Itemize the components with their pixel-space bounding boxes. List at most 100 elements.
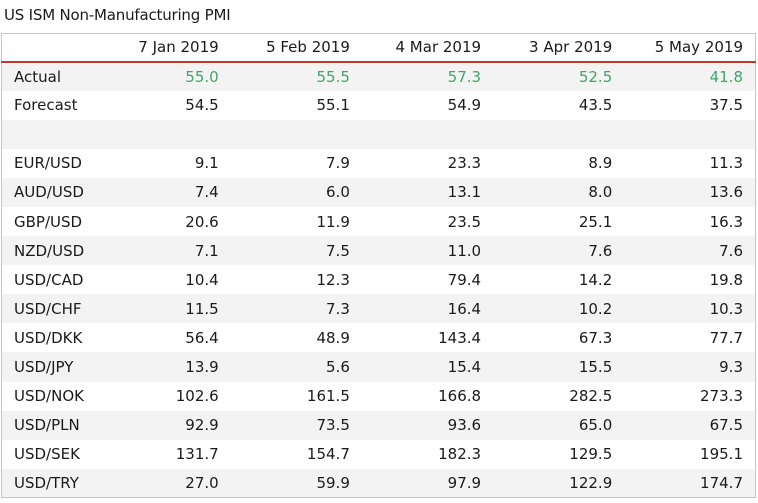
- table-cell: 7.1: [194, 241, 219, 260]
- row-label: NZD/USD: [14, 241, 85, 260]
- table-cell: 7.4: [194, 183, 219, 202]
- table-row: USD/CAD 10.4 12.3 79.4 14.2 19.8: [1, 265, 756, 295]
- column-header: 4 Mar 2019: [361, 33, 494, 63]
- table-cell: [624, 120, 755, 149]
- table-cell: 161.5: [306, 387, 350, 406]
- table-cell: 55.0: [185, 67, 219, 86]
- table-cell: 13.9: [185, 357, 219, 376]
- table-cell: 7.9: [326, 154, 350, 173]
- table-row: USD/CHF 11.5 7.3 16.4 10.2 10.3: [1, 294, 756, 324]
- table-cell: 43.5: [578, 96, 613, 115]
- table-cell: 9.1: [194, 154, 219, 173]
- table-cell: 79.4: [447, 270, 482, 289]
- row-label: AUD/USD: [14, 183, 84, 202]
- table-cell: [493, 120, 624, 149]
- table-row: USD/PLN 92.9 73.5 93.6 65.0 67.5: [1, 410, 756, 440]
- table-cell: 12.3: [316, 270, 350, 289]
- table-cell: 9.3: [719, 357, 743, 376]
- table-cell: 27.0: [185, 474, 219, 493]
- table-cell: 7.6: [719, 241, 743, 260]
- pmi-table: 7 Jan 2019 5 Feb 2019 4 Mar 2019 3 Apr 2…: [1, 33, 756, 499]
- table-cell: 143.4: [438, 328, 482, 347]
- table-cell: 273.3: [700, 387, 743, 406]
- table-cell: 67.5: [709, 416, 743, 435]
- table-cell: 13.6: [709, 183, 743, 202]
- table-cell: 92.9: [185, 416, 219, 435]
- table-row: GBP/USD 20.6 11.9 23.5 25.1 16.3: [1, 206, 756, 237]
- table-cell: 11.3: [709, 154, 743, 173]
- table-row: USD/DKK 56.4 48.9 143.4 67.3 77.7: [1, 323, 756, 353]
- table-cell: 97.9: [447, 474, 482, 493]
- table-cell: 154.7: [306, 445, 350, 464]
- table-cell: 48.9: [316, 328, 350, 347]
- table-cell: 10.3: [709, 299, 743, 318]
- table-cell: 55.1: [316, 96, 350, 115]
- table-cell: 67.3: [578, 328, 613, 347]
- table-row: AUD/USD 7.4 6.0 13.1 8.0 13.6: [1, 177, 756, 207]
- row-label: Actual: [14, 67, 61, 86]
- table-row: Forecast 54.5 55.1 54.9 43.5 37.5: [1, 90, 756, 120]
- table-row: USD/SEK 131.7 154.7 182.3 129.5 195.1: [1, 439, 756, 469]
- table-cell: 16.4: [447, 299, 482, 318]
- table-cell: 57.3: [447, 67, 482, 86]
- row-label: USD/JPY: [14, 357, 74, 376]
- table-cell: 7.3: [326, 299, 350, 318]
- table-cell: 73.5: [316, 416, 350, 435]
- row-label: GBP/USD: [14, 212, 83, 231]
- table-cell: 65.0: [578, 416, 613, 435]
- row-label: EUR/USD: [14, 154, 82, 173]
- table-cell: 20.6: [185, 212, 219, 231]
- row-label: USD/PLN: [14, 416, 80, 435]
- table-cell: 10.4: [185, 270, 219, 289]
- table-cell: 15.4: [447, 357, 482, 376]
- table-cell: 52.5: [578, 67, 613, 86]
- table-cell: 8.9: [588, 154, 613, 173]
- table-cell: 25.1: [578, 212, 613, 231]
- table-cell: 55.5: [316, 67, 350, 86]
- table-cell: 195.1: [700, 445, 743, 464]
- table-cell: 131.7: [175, 445, 219, 464]
- table-cell: 282.5: [569, 387, 613, 406]
- table-cell: 37.5: [709, 96, 743, 115]
- table-cell: 11.5: [185, 299, 219, 318]
- row-label: [2, 120, 100, 149]
- table-cell: 129.5: [569, 445, 613, 464]
- table-cell: 77.7: [709, 328, 743, 347]
- table-cell: 5.6: [326, 357, 350, 376]
- table-cell: [362, 120, 493, 149]
- table-cell: 11.9: [316, 212, 350, 231]
- table-row: Actual 55.0 55.5 57.3 52.5 41.8: [1, 61, 756, 91]
- table-row: USD/JPY 13.9 5.6 15.4 15.5 9.3: [1, 352, 756, 382]
- row-label: USD/DKK: [14, 328, 83, 347]
- table-cell: 8.0: [588, 183, 613, 202]
- row-label: USD/NOK: [14, 387, 84, 406]
- table-cell: 7.6: [588, 241, 613, 260]
- row-label: Forecast: [14, 96, 78, 115]
- table-cell: 11.0: [447, 241, 482, 260]
- column-header: 7 Jan 2019: [99, 33, 231, 63]
- row-label: USD/TRY: [14, 474, 79, 493]
- table-cell: 122.9: [569, 474, 613, 493]
- table-row: EUR/USD 9.1 7.9 23.3 8.9 11.3: [1, 148, 756, 178]
- table-title: US ISM Non-Manufacturing PMI: [4, 6, 231, 24]
- table-row: [1, 119, 756, 149]
- table-cell: 102.6: [175, 387, 219, 406]
- table-cell: 59.9: [316, 474, 350, 493]
- table-cell: 23.5: [447, 212, 482, 231]
- table-cell: 41.8: [709, 67, 743, 86]
- table-cell: 7.5: [326, 241, 350, 260]
- table-cell: 6.0: [326, 183, 350, 202]
- table-cell: 93.6: [447, 416, 482, 435]
- table-cell: 56.4: [185, 328, 219, 347]
- table-body: Actual 55.0 55.5 57.3 52.5 41.8 Forecast 54.5 55…: [1, 61, 756, 498]
- table-cell: [100, 120, 231, 149]
- row-label: USD/CAD: [14, 270, 84, 289]
- column-header: 5 Feb 2019: [230, 33, 362, 63]
- table-cell: 182.3: [438, 445, 482, 464]
- table-cell: 23.3: [447, 154, 482, 173]
- table-cell: 14.2: [578, 270, 613, 289]
- row-label: USD/SEK: [14, 445, 80, 464]
- table-cell: 166.8: [438, 387, 482, 406]
- table-row: NZD/USD 7.1 7.5 11.0 7.6 7.6: [1, 236, 756, 266]
- table-cell: 15.5: [578, 357, 613, 376]
